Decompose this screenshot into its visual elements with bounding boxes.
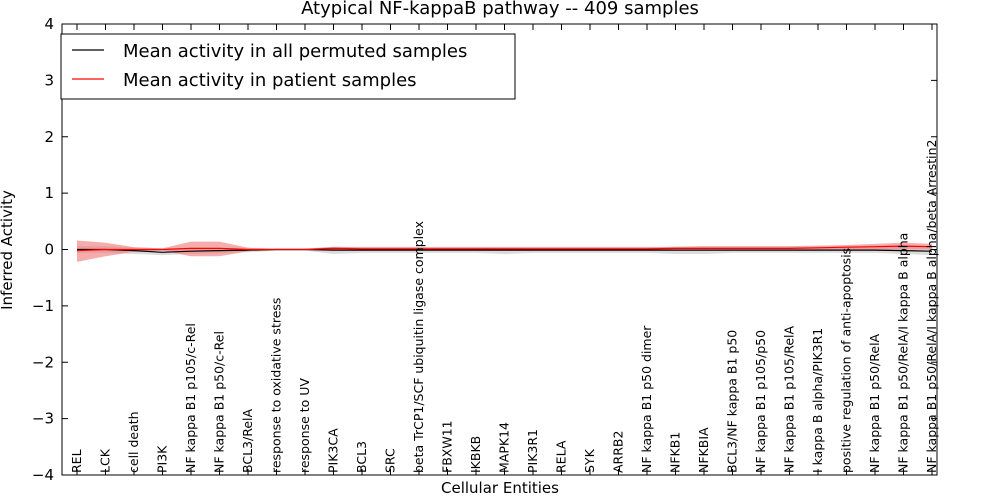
chart-title: Atypical NF-kappaB pathway -- 409 sample… [301,0,699,19]
x-category-label: NF kappa B1 p105/p50 [753,330,768,473]
x-category-label: FBXW11 [440,420,455,473]
x-category-label: NFKB1 [668,432,683,473]
x-category-label: PI3K [155,445,170,473]
x-category-label: BCL3/RelA [240,409,255,473]
x-category-label: IKBKB [468,436,483,473]
y-tick-label: −1 [32,297,54,315]
x-category-label: SRC [383,448,398,473]
y-tick-label: −4 [32,466,54,484]
x-category-label: I kappa B alpha/PIK3R1 [810,328,825,473]
y-axis-label: Inferred Activity [0,190,16,310]
legend-label-permuted: Mean activity in all permuted samples [123,41,467,62]
plot-area [76,240,933,262]
x-category-label: BCL3/NF kappa B1 p50 [725,330,740,473]
series-line-0 [77,248,933,253]
x-category-label: NF kappa B1 p50 dimer [639,325,654,473]
y-tick-label: 0 [44,241,54,259]
x-category-label: NF kappa B1 p105/c-Rel [183,323,198,473]
x-axis: REL LCK cell death PI3K NF kappa B1 p105/c-R… [69,24,939,475]
x-category-label: RELA [554,440,569,473]
y-tick-label: 1 [44,184,54,202]
x-category-label: PIK3CA [326,428,341,473]
y-axis: 4 3 2 1 0 −1 −2 −3 −4 [32,15,937,484]
x-category-label: response to oxidative stress [269,298,284,473]
series-band-1 [77,240,932,262]
legend-box [60,33,516,100]
x-category-label: SYK [582,448,597,473]
legend-label-patient: Mean activity in patient samples [123,70,417,91]
x-category-label: NF kappa B1 p50/RelA/I kappa B alpha/bet… [924,140,939,474]
x-category-label: REL [69,449,84,473]
y-tick-label: 2 [44,128,54,146]
x-category-label: NFKBIA [696,427,711,473]
x-category-label: NF kappa B1 p50/RelA/I kappa B alpha [896,233,911,473]
x-category-label: positive regulation of anti-apoptosis [839,248,854,473]
x-category-label: MAPK14 [497,422,512,473]
x-category-label: cell death [126,411,141,473]
y-tick-label: −3 [32,410,54,428]
x-category-label: beta TrCP1/SCF ubiquitin ligase complex [411,221,426,473]
x-category-label: LCK [98,448,113,473]
x-category-label: PIK3R1 [525,429,540,473]
x-category-label: ARRB2 [611,431,626,473]
y-tick-label: −2 [32,353,54,371]
series-line-1 [76,245,933,252]
x-category-label: NF kappa B1 p50/RelA [867,333,882,473]
x-axis-label: Cellular Entities [441,479,559,497]
x-category-label: NF kappa B1 p50/c-Rel [212,331,227,473]
x-category-label: BCL3 [354,441,369,473]
y-tick-label: 3 [44,71,54,89]
y-tick-label: 4 [44,15,54,33]
x-category-label: response to UV [297,378,312,473]
x-category-label: NF kappa B1 p105/RelA [782,326,797,473]
legend: Mean activity in all permuted samples Me… [60,33,516,100]
